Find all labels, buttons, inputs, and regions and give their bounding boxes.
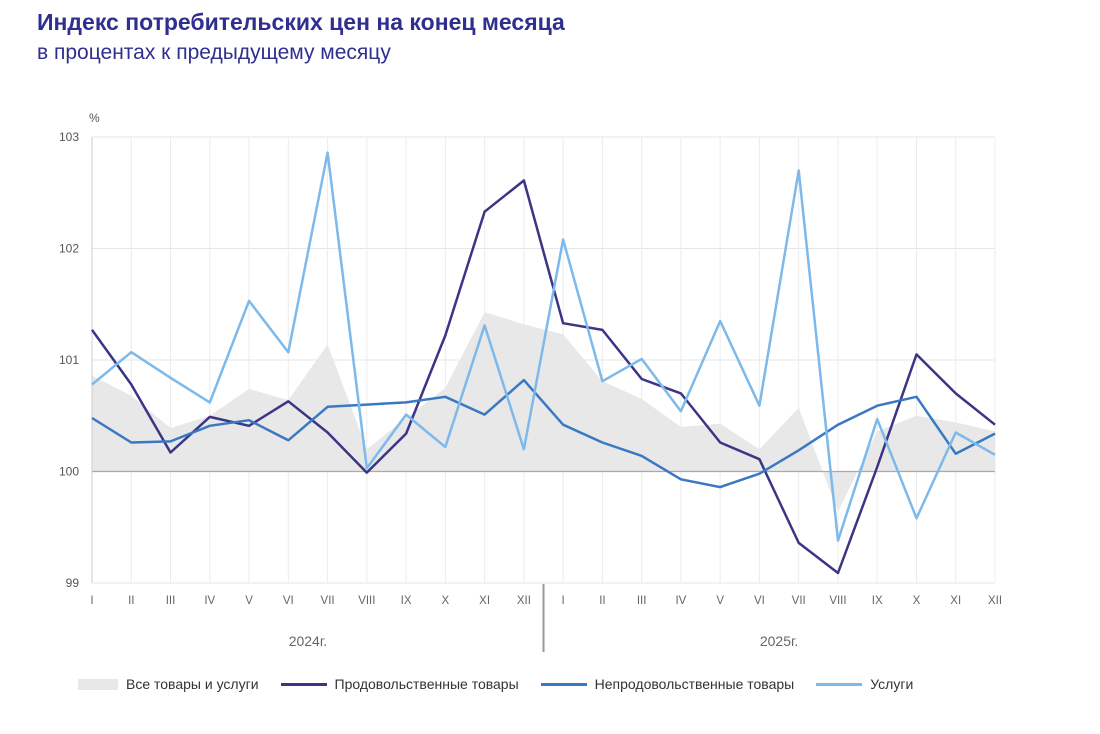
legend-swatch-food [280,682,327,686]
y-tick-label: 99 [66,576,80,590]
legend-item-services: Услуги [816,676,913,692]
x-tick-label: I [562,595,565,607]
series-area-0 [92,312,995,512]
x-tick-label: III [637,595,647,607]
chart-subtitle: в процентах к предыдущему месяцу [37,41,391,64]
x-tick-label: V [245,595,253,607]
x-tick-label: IX [401,595,412,607]
x-tick-label: VI [283,595,294,607]
x-tick-label: X [913,595,921,607]
x-tick-label: V [716,595,724,607]
legend-swatch-nonfood [540,682,587,686]
x-tick-label: XII [517,595,531,607]
x-tick-label: XI [950,595,961,607]
y-tick-label: 102 [59,242,79,256]
legend-label-nonfood: Непродовольственные товары [594,676,795,692]
legend-swatch-all [78,678,118,690]
chart-title: Индекс потребительских цен на конец меся… [37,9,565,35]
legend-item-nonfood: Непродовольственные товары [540,676,795,692]
legend-item-food: Продовольственные товары [280,676,519,692]
x-tick-label: III [166,595,176,607]
legend-label-all: Все товары и услуги [126,676,259,692]
y-tick-label: 100 [59,465,79,479]
x-tick-label: VI [754,595,765,607]
x-tick-label: II [128,595,134,607]
series-line-1 [90,179,996,575]
legend-label-food: Продовольственные товары [334,676,519,692]
x-tick-label: VIII [358,595,375,607]
y-tick-label: 101 [59,353,79,367]
legend-label-services: Услуги [870,676,914,692]
series-line-3 [91,151,996,542]
x-tick-label: XII [988,595,1002,607]
year-label-2025: 2025г. [760,633,798,649]
x-tick-label: XI [479,595,490,607]
x-tick-label: VIII [829,595,846,607]
x-tick-label: VII [321,595,335,607]
series-line-2 [91,378,996,489]
y-unit-label: % [89,111,100,125]
x-tick-label: IX [872,595,883,607]
x-tick-label: IV [675,595,686,607]
x-tick-label: I [90,595,93,607]
x-tick-label: II [599,595,605,607]
y-tick-label: 103 [59,130,79,144]
x-tick-label: IV [204,595,215,607]
legend-swatch-services [816,682,863,686]
legend-item-all: Все товары и услуги [78,676,259,692]
chart-legend: Все товары и услуги Продовольственные то… [78,676,935,692]
x-tick-label: X [442,595,450,607]
year-label-2024: 2024г. [289,633,327,649]
x-tick-label: VII [792,595,806,607]
